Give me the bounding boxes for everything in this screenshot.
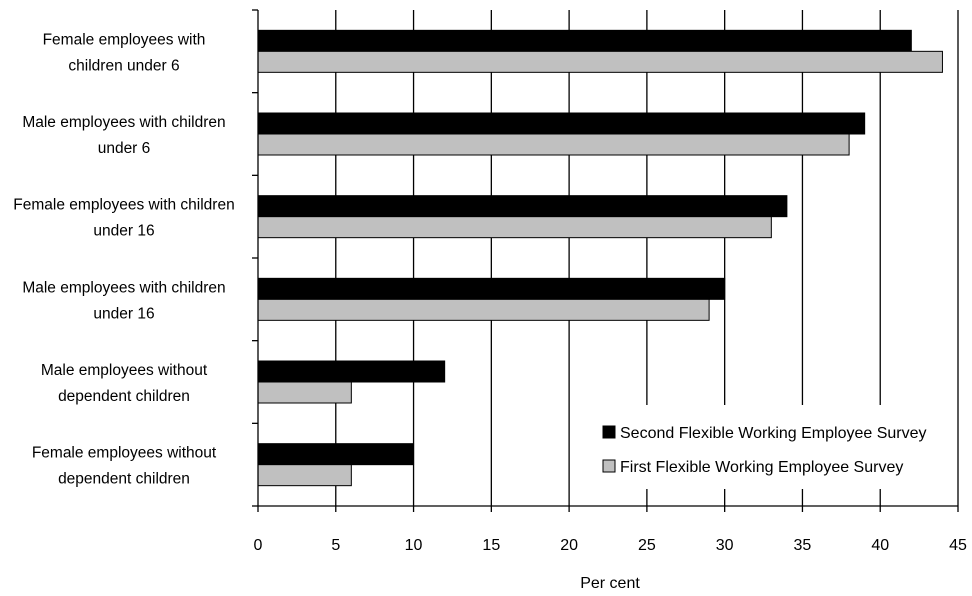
category-label: Female employees without dependent childr…	[32, 445, 217, 488]
x-axis-label: Per cent	[580, 575, 640, 592]
x-tick-label: 0	[254, 537, 263, 554]
category-label: Female employees with children under 16	[13, 197, 234, 240]
legend-swatch-first	[602, 459, 616, 473]
legend: Second Flexible Working Employee Survey …	[586, 405, 942, 489]
legend-background	[586, 405, 942, 489]
bar	[257, 133, 850, 156]
bar	[257, 443, 415, 466]
category-label: Female employees with children under 6	[43, 31, 206, 74]
x-tick-label: 5	[331, 537, 340, 554]
x-tick-label: 35	[794, 537, 812, 554]
legend-label-first: First Flexible Working Employee Survey	[620, 459, 903, 476]
legend-label-second: Second Flexible Working Employee Survey	[620, 425, 927, 442]
bar	[257, 360, 446, 383]
bar	[257, 195, 788, 218]
x-tick-label: 30	[716, 537, 734, 554]
x-tick-label: 45	[949, 537, 967, 554]
bar	[257, 29, 912, 52]
gridlines	[335, 10, 959, 506]
category-label: Male employees without dependent children	[41, 362, 208, 405]
x-tick-label: 25	[638, 537, 656, 554]
category-label: Male employees with children under 16	[22, 279, 225, 322]
bar	[257, 50, 943, 73]
x-tick-label: 20	[560, 537, 578, 554]
bar	[257, 216, 772, 239]
bar	[257, 112, 866, 135]
axes	[252, 9, 959, 512]
x-tick-label: 40	[871, 537, 889, 554]
legend-swatch-second	[602, 425, 616, 439]
x-tick-label: 15	[482, 537, 500, 554]
bar	[257, 381, 352, 404]
bar	[257, 464, 352, 487]
bar	[257, 298, 710, 321]
category-label: Male employees with children under 6	[22, 114, 225, 157]
category-labels: Female employees with children under 6 Mal…	[13, 31, 234, 487]
x-tick-labels: 0 5 10 15 20 25 30 35 40 45	[254, 537, 967, 554]
bar	[257, 277, 726, 300]
x-tick-label: 10	[405, 537, 423, 554]
